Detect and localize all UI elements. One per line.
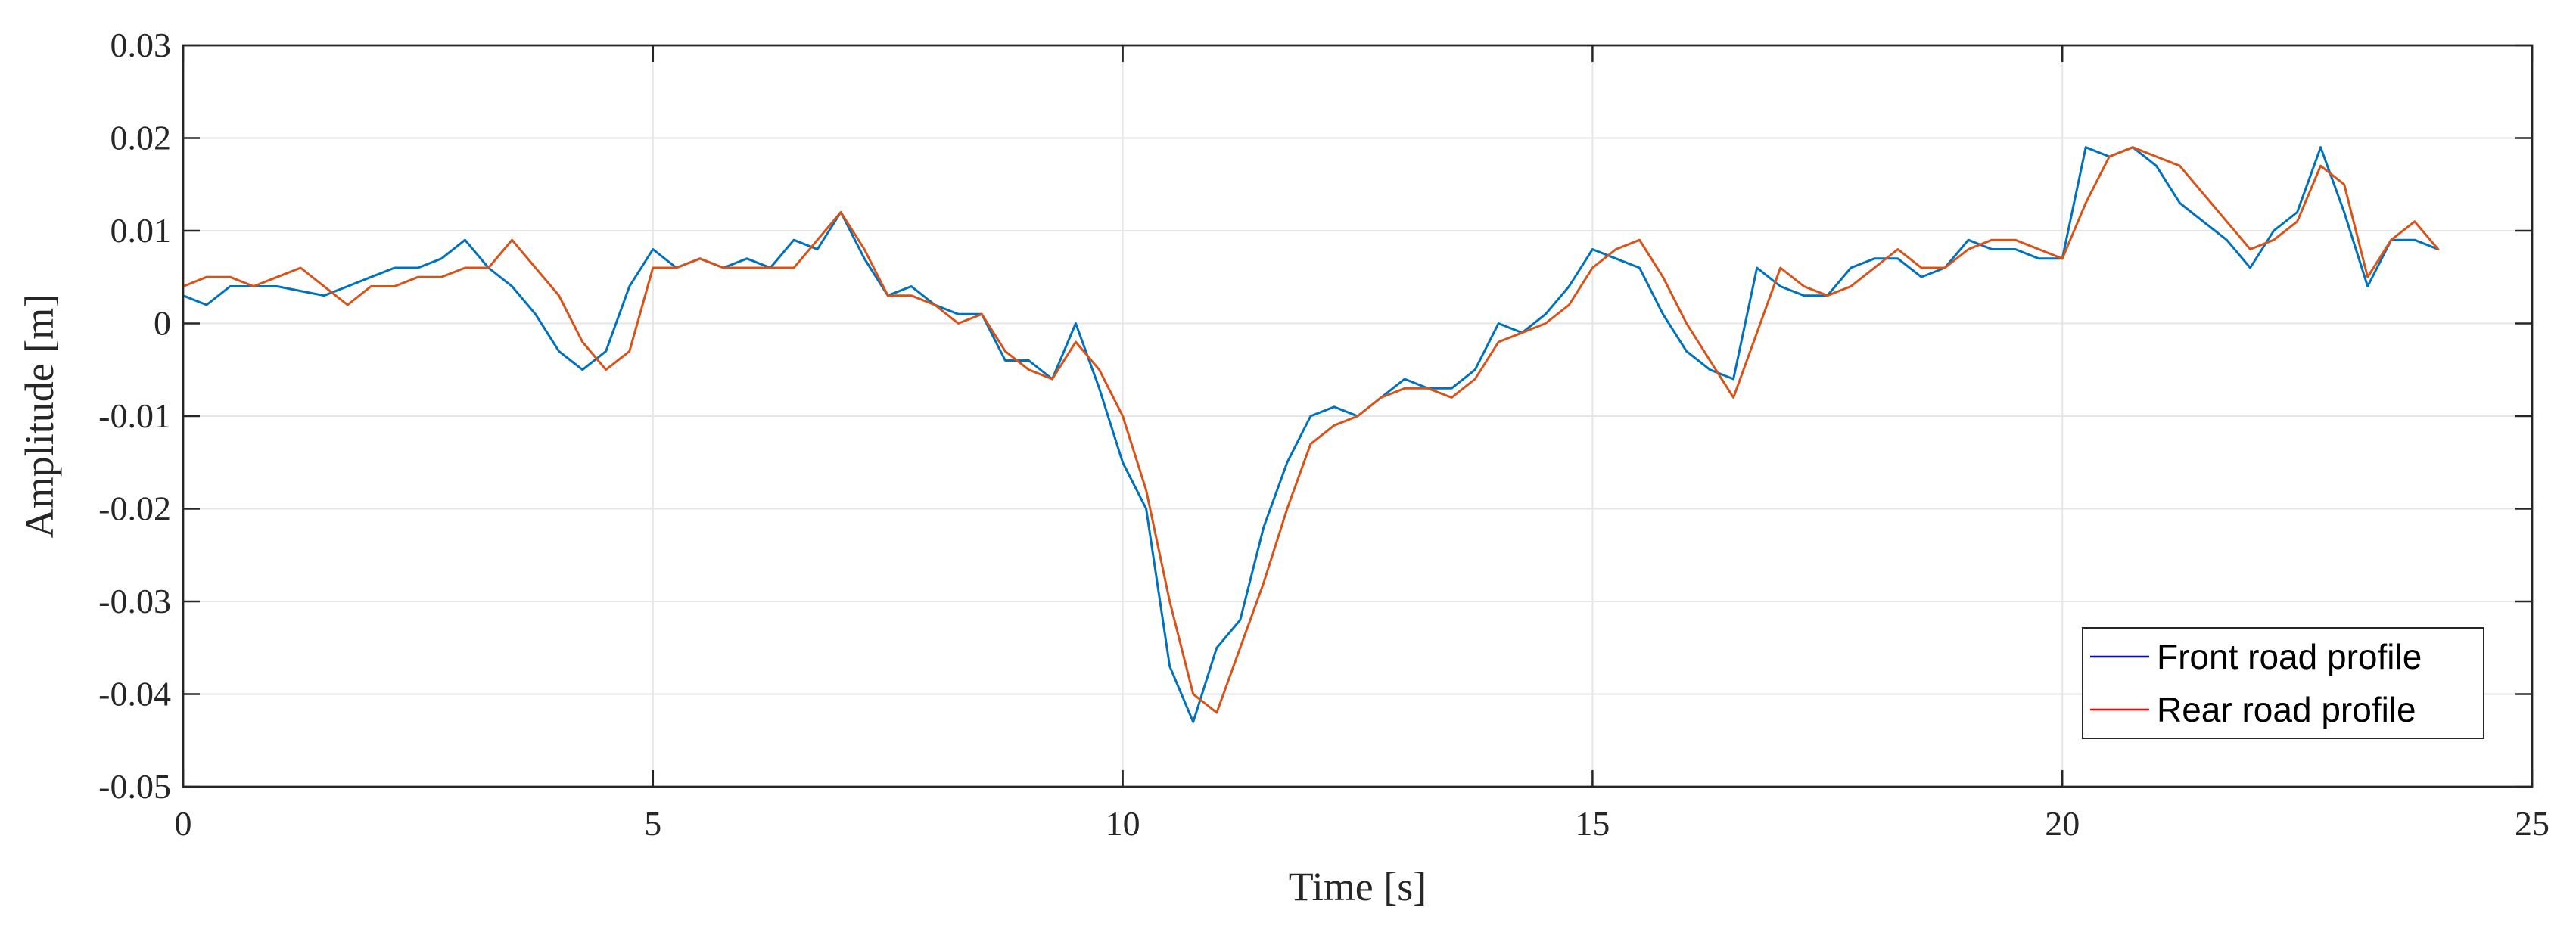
y-tick-label: 0.03 xyxy=(110,26,172,64)
y-tick-label: -0.01 xyxy=(98,396,171,435)
x-tick-label: 10 xyxy=(1106,804,1140,843)
y-tick-label: -0.05 xyxy=(98,767,171,806)
y-tick-labels: 0.03 0.02 0.01 0 -0.01 -0.02 -0.03 -0.04 -0.05 xyxy=(98,26,171,806)
y-tick-label: -0.03 xyxy=(98,582,171,620)
grid-lines xyxy=(183,45,2532,787)
y-tick-label: -0.04 xyxy=(98,675,171,713)
y-tick-label: -0.02 xyxy=(98,489,171,528)
legend: Front road profile Rear road profile xyxy=(2082,627,2484,739)
x-tick-labels: 0 5 10 15 20 25 xyxy=(175,804,2550,843)
y-tick-label: 0 xyxy=(154,304,171,343)
x-tick-label: 15 xyxy=(1575,804,1610,843)
x-tick-label: 0 xyxy=(175,804,192,843)
y-tick-label: 0.02 xyxy=(110,119,172,157)
y-tick-label: 0.01 xyxy=(110,211,172,250)
legend-label-rear-road-profile: Rear road profile xyxy=(2157,690,2416,729)
x-tick-label: 20 xyxy=(2045,804,2080,843)
tick-marks xyxy=(182,44,2534,788)
legend-label-front-road-profile: Front road profile xyxy=(2157,637,2422,676)
x-tick-label: 5 xyxy=(644,804,661,843)
x-tick-label: 25 xyxy=(2515,804,2550,843)
series-layer xyxy=(182,146,2440,723)
x-axis-label: Time [s] xyxy=(1289,864,1427,909)
series-line-rear-road-profile xyxy=(182,146,2440,714)
y-axis-label: Amplitude [m] xyxy=(17,294,62,538)
legend-box xyxy=(2082,627,2484,739)
